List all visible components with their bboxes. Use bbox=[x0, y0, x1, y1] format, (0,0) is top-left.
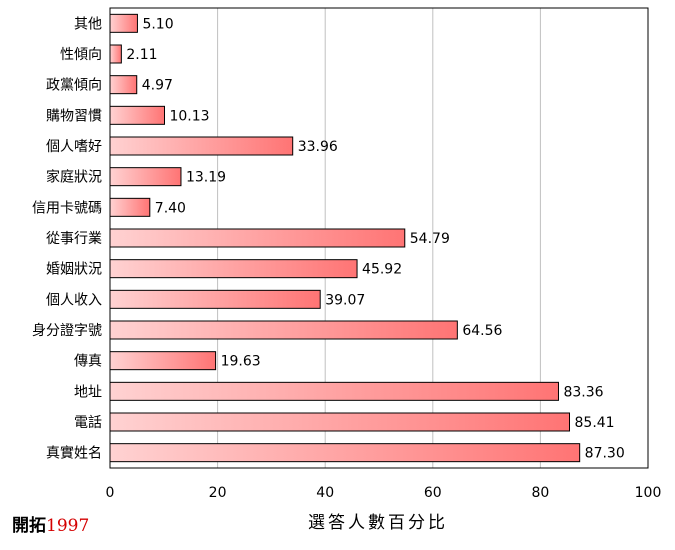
x-tick-label: 20 bbox=[209, 485, 227, 501]
category-label: 信用卡號碼 bbox=[32, 200, 102, 216]
category-label: 身分證字號 bbox=[32, 322, 102, 339]
x-tick-label: 60 bbox=[424, 485, 442, 501]
value-label: 5.10 bbox=[142, 16, 173, 32]
value-label: 33.96 bbox=[298, 139, 338, 155]
category-label: 真實姓名 bbox=[46, 445, 102, 462]
bar bbox=[109, 136, 294, 156]
bar bbox=[109, 412, 571, 432]
bar bbox=[109, 228, 406, 248]
bar bbox=[109, 197, 151, 217]
category-label: 傳真 bbox=[74, 354, 102, 370]
value-label: 4.97 bbox=[142, 78, 173, 94]
value-label: 7.40 bbox=[155, 200, 186, 216]
x-tick-label: 40 bbox=[316, 485, 334, 501]
x-tick-label: 80 bbox=[531, 485, 549, 501]
bar bbox=[109, 75, 138, 95]
category-label: 購物習慣 bbox=[46, 107, 102, 124]
bar bbox=[109, 443, 581, 463]
logo-year: 1997 bbox=[46, 516, 90, 536]
value-label: 45.92 bbox=[362, 262, 402, 278]
category-label: 個人收入 bbox=[46, 292, 102, 308]
bars bbox=[109, 13, 581, 463]
value-label: 87.30 bbox=[585, 446, 625, 462]
bar bbox=[109, 381, 559, 401]
value-label: 13.19 bbox=[186, 170, 226, 186]
bar bbox=[109, 13, 138, 33]
category-label: 電話 bbox=[74, 414, 102, 431]
value-label: 39.07 bbox=[325, 292, 365, 308]
bar bbox=[109, 105, 165, 125]
category-label: 性傾向 bbox=[60, 47, 102, 63]
x-tick-label: 100 bbox=[635, 485, 662, 501]
value-label: 19.63 bbox=[221, 354, 261, 370]
value-label: 2.11 bbox=[126, 47, 157, 63]
bar bbox=[109, 167, 182, 187]
category-label: 地址 bbox=[74, 384, 102, 400]
logo-brand: 開拓 bbox=[12, 516, 46, 536]
logo: 開拓1997 bbox=[12, 511, 89, 536]
bar bbox=[109, 44, 122, 64]
category-label: 婚姻狀況 bbox=[46, 262, 102, 278]
category-label: 家庭狀況 bbox=[46, 169, 102, 186]
bar bbox=[109, 351, 217, 371]
category-labels: 其他性傾向政黨傾向購物習慣個人嗜好家庭狀況信用卡號碼從事行業婚姻狀況個人收入身分… bbox=[32, 16, 102, 461]
bar bbox=[109, 320, 458, 340]
x-tick-label: 0 bbox=[106, 485, 115, 501]
value-labels: 5.10 2.11 4.97 10.13 33.96 13.197.40 54.79 45.9… bbox=[126, 16, 624, 461]
value-label: 64.56 bbox=[462, 323, 502, 339]
value-label: 54.79 bbox=[410, 231, 450, 247]
bar bbox=[109, 289, 321, 309]
bar bbox=[109, 259, 358, 279]
category-label: 其他 bbox=[74, 16, 102, 32]
value-label: 85.41 bbox=[575, 415, 615, 431]
x-axis-ticks: 0 20 40 60 80 100 bbox=[106, 485, 662, 501]
category-label: 個人嗜好 bbox=[46, 139, 102, 155]
x-axis-label: 選答人數百分比 bbox=[308, 513, 448, 533]
category-label: 從事行業 bbox=[46, 231, 102, 247]
value-label: 10.13 bbox=[169, 108, 209, 124]
category-label: 政黨傾向 bbox=[46, 78, 102, 94]
value-label: 83.36 bbox=[563, 384, 603, 400]
